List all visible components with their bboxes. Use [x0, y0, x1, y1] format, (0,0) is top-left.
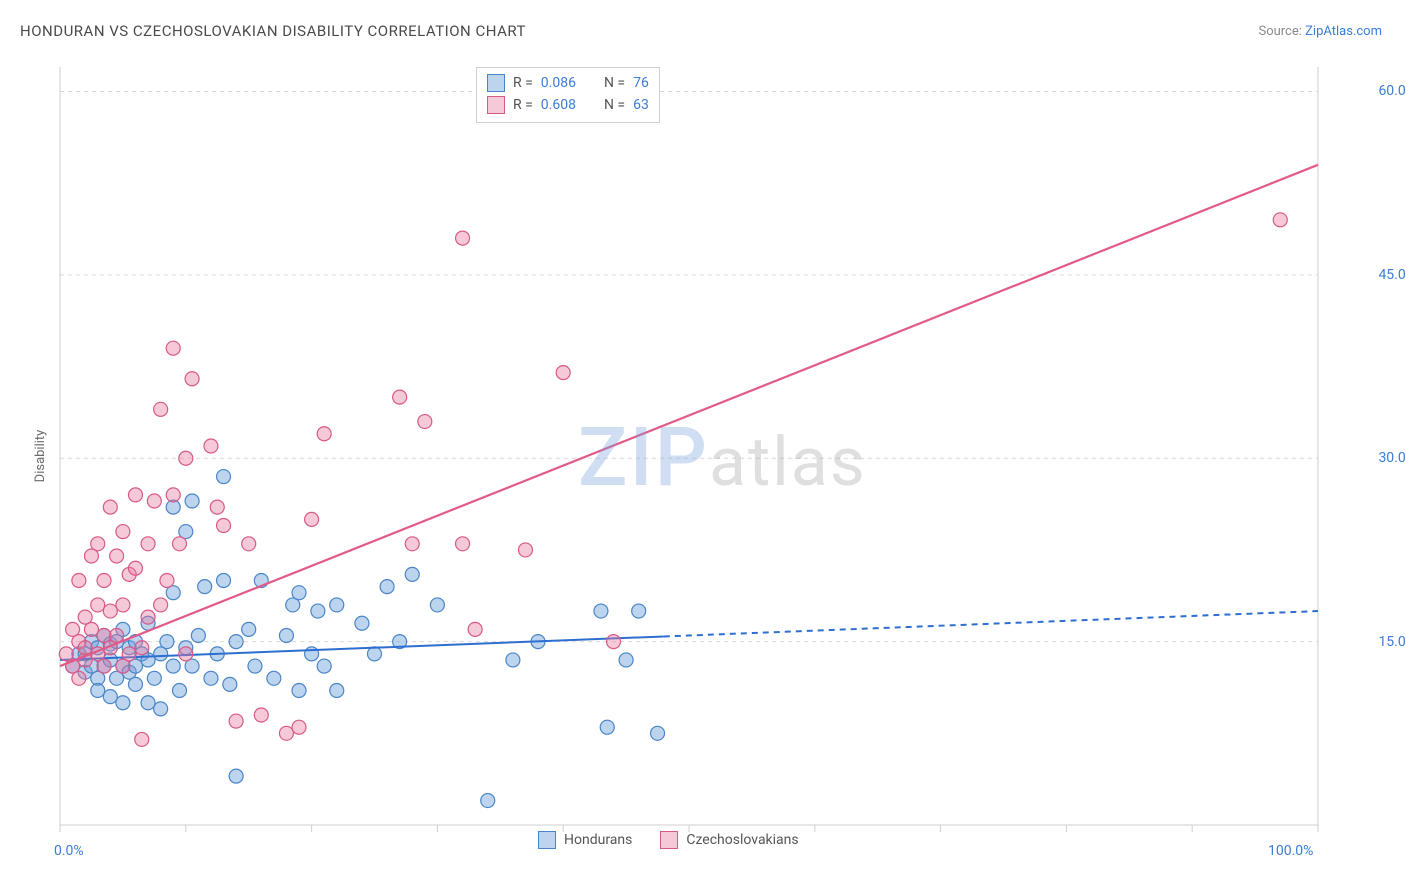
series-legend: Hondurans Czechoslovakians	[538, 831, 799, 849]
x-axis-max-label: 100.0%	[1268, 843, 1313, 859]
legend-row: R = 0.608 N = 63	[487, 94, 649, 116]
n-label: N =	[604, 75, 625, 91]
r-value: 0.608	[541, 97, 576, 113]
source-link[interactable]: ZipAtlas.com	[1305, 24, 1382, 39]
y-tick-label: 60.0%	[1378, 83, 1406, 99]
legend-swatch	[487, 74, 505, 92]
y-tick-label: 15.0%	[1378, 634, 1406, 650]
scatter-plot-svg	[18, 55, 1348, 845]
r-label: R =	[513, 75, 533, 91]
legend-swatch	[538, 831, 556, 849]
n-label: N =	[604, 97, 625, 113]
correlation-legend: R = 0.086 N = 76 R = 0.608 N = 63	[476, 67, 660, 123]
source-attribution: Source: ZipAtlas.com	[1258, 24, 1382, 39]
legend-swatch	[487, 96, 505, 114]
y-tick-label: 30.0%	[1378, 450, 1406, 466]
legend-item: Czechoslovakians	[660, 831, 798, 849]
n-value: 63	[633, 97, 649, 113]
legend-item: Hondurans	[538, 831, 632, 849]
legend-label: Hondurans	[564, 832, 632, 848]
chart-container: Disability ZIPatlas R =0.086N =76R =0.60…	[18, 55, 1388, 857]
r-value: 0.086	[541, 75, 576, 91]
y-tick-label: 45.0%	[1378, 267, 1406, 283]
y-axis-label: Disability	[33, 430, 48, 483]
chart-title: HONDURAN VS CZECHOSLOVAKIAN DISABILITY C…	[20, 22, 526, 40]
legend-row: R = 0.086 N = 76	[487, 72, 649, 94]
source-label: Source:	[1258, 24, 1305, 39]
r-label: R =	[513, 97, 533, 113]
legend-swatch	[660, 831, 678, 849]
n-value: 76	[633, 75, 649, 91]
x-axis-min-label: 0.0%	[54, 843, 84, 859]
legend-label: Czechoslovakians	[686, 832, 798, 848]
